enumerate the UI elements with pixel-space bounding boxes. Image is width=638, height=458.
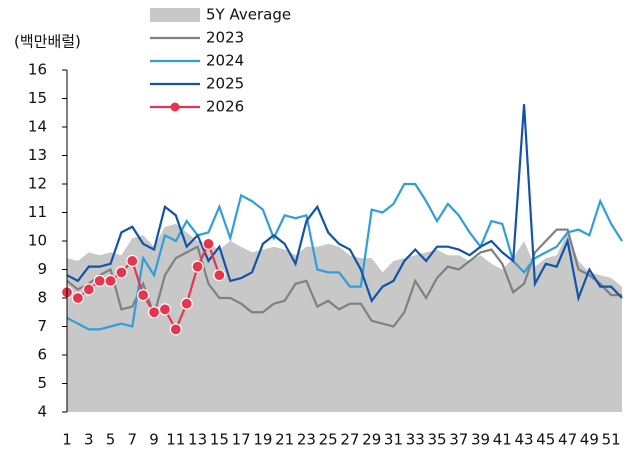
x-tick-label: 47 <box>558 431 577 449</box>
x-tick-label: 49 <box>580 431 599 449</box>
legend-label: 5Y Average <box>206 6 291 24</box>
marker <box>180 297 193 310</box>
area <box>67 223 622 412</box>
marker <box>213 269 226 282</box>
x-tick-label: 3 <box>84 431 94 449</box>
marker <box>104 274 117 287</box>
x-tick-label: 25 <box>319 431 338 449</box>
x-tick-label: 39 <box>471 431 490 449</box>
legend-label: 2025 <box>206 75 244 93</box>
y-tick-label: 7 <box>37 317 47 335</box>
line <box>66 228 622 328</box>
y-tick-label: 12 <box>28 175 47 193</box>
x-tick-label: 21 <box>275 431 294 449</box>
x-tick-label: 43 <box>515 431 534 449</box>
x-tick-label: 27 <box>340 431 359 449</box>
x-tick-label: 17 <box>232 431 251 449</box>
x-tick-label: 45 <box>536 431 555 449</box>
legend-marker <box>170 102 180 112</box>
y-tick-label: 8 <box>37 289 47 307</box>
marker <box>71 291 84 305</box>
y-tick-label: 14 <box>28 118 47 136</box>
marker <box>82 283 95 296</box>
legend-label: 2026 <box>206 98 244 116</box>
x-tick-label: 9 <box>149 431 159 449</box>
line <box>66 104 623 304</box>
y-tick-label: 4 <box>37 403 47 421</box>
x-tick-label: 51 <box>602 431 621 449</box>
marker <box>202 237 215 250</box>
marker <box>169 323 182 336</box>
marker <box>126 254 139 268</box>
marker <box>93 274 106 287</box>
x-tick-label: 5 <box>106 431 116 449</box>
marker <box>115 266 128 279</box>
x-tick-label: 19 <box>253 431 272 449</box>
y-axis-label: (백만배럴) <box>14 33 81 51</box>
x-tick-label: 13 <box>188 431 207 449</box>
y-tick-label: 9 <box>37 260 47 278</box>
y-tick-label: 10 <box>28 232 47 250</box>
y-tick-label: 13 <box>28 146 47 164</box>
marker <box>158 303 172 316</box>
y-tick-label: 15 <box>28 89 47 107</box>
y-tick-label: 16 <box>28 61 47 79</box>
legend-label: 2023 <box>206 29 244 47</box>
legend-swatch <box>150 8 200 22</box>
x-tick-label: 41 <box>493 431 512 449</box>
x-tick-label: 33 <box>406 431 425 449</box>
x-tick-label: 11 <box>166 431 185 449</box>
x-tick-label: 29 <box>362 431 381 449</box>
x-tick-label: 15 <box>210 431 229 449</box>
y-tick-label: 11 <box>28 203 47 221</box>
x-tick-label: 7 <box>128 431 138 449</box>
marker <box>147 306 161 319</box>
x-tick-label: 37 <box>449 431 468 449</box>
marker <box>137 289 150 302</box>
x-tick-label: 31 <box>384 431 403 449</box>
y-tick-label: 6 <box>37 346 47 364</box>
x-tick-label: 35 <box>427 431 446 449</box>
marker <box>191 260 204 273</box>
y-tick-label: 5 <box>37 374 47 392</box>
x-tick-label: 1 <box>62 431 72 449</box>
legend-label: 2024 <box>206 52 244 70</box>
x-tick-label: 23 <box>297 431 316 449</box>
line <box>66 182 623 331</box>
